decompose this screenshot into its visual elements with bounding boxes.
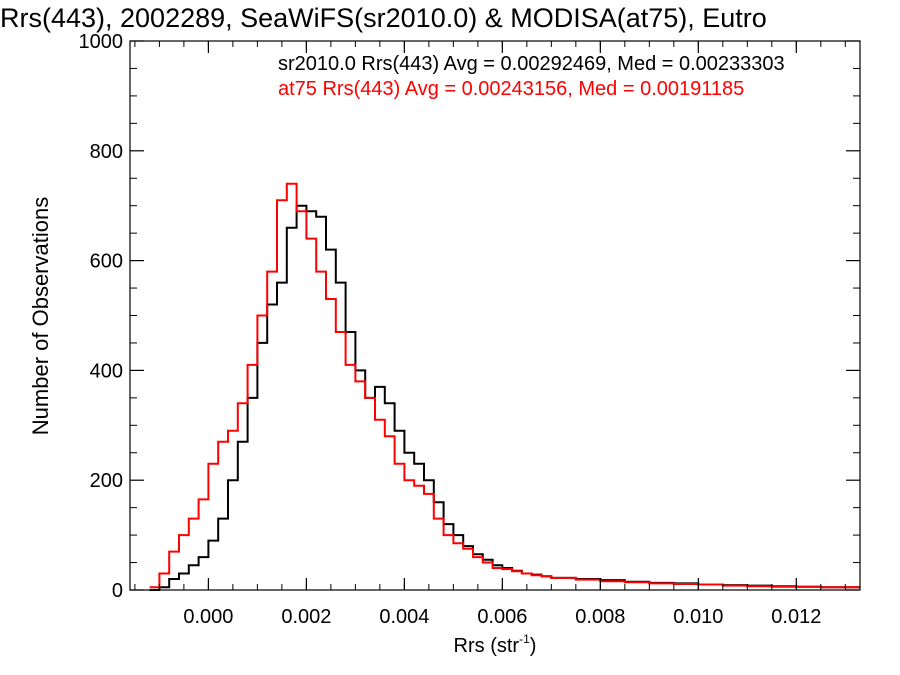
x-axis-label: Rrs (str-1) — [454, 632, 537, 657]
x-tick-label: 0.012 — [771, 606, 821, 628]
y-tick-label: 800 — [90, 141, 123, 163]
y-tick-label: 0 — [112, 580, 123, 602]
legend-entry-sr2010-0: sr2010.0 Rrs(443) Avg = 0.00292469, Med … — [278, 53, 785, 75]
x-tick-label: 0.010 — [673, 606, 723, 628]
y-axis-label: Number of Observations — [28, 197, 53, 435]
x-tick-label: 0.006 — [477, 606, 527, 628]
x-axis-label-main: Rrs (str — [454, 635, 520, 657]
x-tick-label: 0.000 — [183, 606, 233, 628]
x-tick-label: 0.008 — [575, 606, 625, 628]
ticks-layer: 0.000 0.002 0.004 0.006 0.008 0.010 0.012 0 200 4… — [79, 31, 860, 628]
legend: sr2010.0 Rrs(443) Avg = 0.00292469, Med … — [278, 53, 785, 100]
series-line-at75 — [149, 182, 860, 589]
y-tick-label: 600 — [90, 251, 123, 273]
x-tick-label: 0.002 — [281, 606, 331, 628]
x-tick-label: 0.004 — [379, 606, 429, 628]
y-tick-label: 200 — [90, 470, 123, 492]
x-axis-label-superscript: -1 — [519, 632, 530, 646]
x-axis-label-end: ) — [530, 635, 537, 657]
y-tick-label: 1000 — [79, 31, 124, 53]
series-layer — [149, 182, 860, 591]
y-tick-label: 400 — [90, 360, 123, 382]
chart-title: Rrs(443), 2002289, SeaWiFS(sr2010.0) & M… — [0, 3, 767, 33]
legend-entry-at75: at75 Rrs(443) Avg = 0.00243156, Med = 0.… — [278, 78, 744, 100]
